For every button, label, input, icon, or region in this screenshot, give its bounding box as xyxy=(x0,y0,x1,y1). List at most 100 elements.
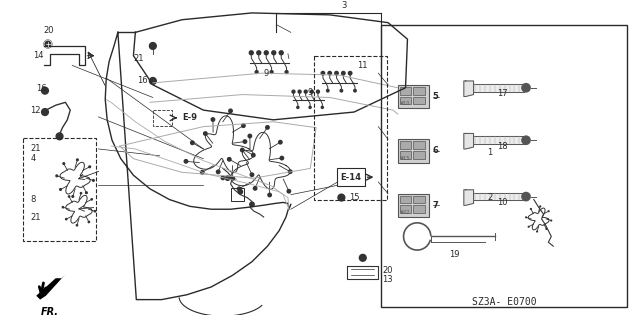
Circle shape xyxy=(61,206,65,209)
Text: 17: 17 xyxy=(497,89,508,99)
Circle shape xyxy=(225,175,230,181)
Circle shape xyxy=(85,191,88,194)
Circle shape xyxy=(65,218,68,220)
Circle shape xyxy=(303,89,308,94)
Circle shape xyxy=(268,193,272,197)
Text: 20: 20 xyxy=(382,266,393,275)
Bar xyxy=(400,97,412,104)
Bar xyxy=(381,25,627,308)
Text: 4: 4 xyxy=(30,154,36,163)
Bar xyxy=(413,97,425,104)
Bar xyxy=(413,196,425,204)
Bar xyxy=(413,141,425,149)
Circle shape xyxy=(203,131,208,136)
Text: #10: #10 xyxy=(400,101,410,106)
Circle shape xyxy=(76,224,78,226)
Circle shape xyxy=(321,106,324,109)
Circle shape xyxy=(228,108,233,113)
Circle shape xyxy=(220,175,225,180)
Circle shape xyxy=(525,216,527,219)
Circle shape xyxy=(308,106,312,109)
Circle shape xyxy=(211,117,215,122)
Circle shape xyxy=(42,109,49,115)
Text: E-14: E-14 xyxy=(340,173,362,182)
Circle shape xyxy=(88,221,90,223)
Circle shape xyxy=(93,210,97,212)
Text: 5: 5 xyxy=(433,92,438,101)
Circle shape xyxy=(321,71,325,76)
Text: 10: 10 xyxy=(497,198,508,207)
Circle shape xyxy=(248,50,254,56)
Circle shape xyxy=(265,125,270,130)
Circle shape xyxy=(298,89,302,94)
Bar xyxy=(153,110,172,126)
Circle shape xyxy=(278,140,283,145)
Text: 19: 19 xyxy=(449,250,460,259)
Polygon shape xyxy=(464,133,474,149)
Text: 16: 16 xyxy=(36,84,47,93)
Circle shape xyxy=(76,158,79,161)
Circle shape xyxy=(326,89,330,93)
Circle shape xyxy=(255,70,259,74)
Circle shape xyxy=(190,140,195,145)
Circle shape xyxy=(92,179,95,182)
Text: 2: 2 xyxy=(487,193,492,202)
Circle shape xyxy=(545,228,547,230)
Circle shape xyxy=(256,50,262,56)
Circle shape xyxy=(521,135,531,145)
Bar xyxy=(397,139,429,163)
Polygon shape xyxy=(474,84,524,92)
Circle shape xyxy=(287,189,291,194)
Polygon shape xyxy=(464,81,474,97)
Circle shape xyxy=(44,40,52,48)
Bar xyxy=(397,85,429,108)
Polygon shape xyxy=(464,190,474,205)
Circle shape xyxy=(548,210,550,212)
Text: 15: 15 xyxy=(349,193,360,202)
Circle shape xyxy=(527,226,530,228)
Bar xyxy=(413,205,425,213)
Polygon shape xyxy=(36,274,65,300)
Text: 18: 18 xyxy=(497,142,508,151)
Circle shape xyxy=(248,134,252,138)
Bar xyxy=(400,151,412,159)
Circle shape xyxy=(316,89,320,94)
Circle shape xyxy=(521,83,531,93)
Bar xyxy=(22,138,96,241)
Circle shape xyxy=(550,219,552,222)
Circle shape xyxy=(251,153,256,158)
Text: 8: 8 xyxy=(30,195,36,204)
Circle shape xyxy=(68,195,70,198)
Circle shape xyxy=(327,71,332,76)
Circle shape xyxy=(240,148,244,152)
Circle shape xyxy=(339,89,343,93)
Circle shape xyxy=(88,165,92,168)
Text: 7: 7 xyxy=(433,201,438,210)
Circle shape xyxy=(253,186,257,191)
Polygon shape xyxy=(474,193,524,200)
Circle shape xyxy=(338,194,345,201)
Circle shape xyxy=(227,157,232,162)
Circle shape xyxy=(249,202,255,207)
Circle shape xyxy=(71,195,74,198)
Text: 1: 1 xyxy=(487,148,492,157)
Text: FR.: FR. xyxy=(41,308,59,317)
Circle shape xyxy=(59,188,62,191)
Bar xyxy=(314,56,387,200)
Circle shape xyxy=(237,186,241,191)
Circle shape xyxy=(359,255,366,261)
Bar xyxy=(337,168,365,186)
Circle shape xyxy=(184,159,188,164)
Bar xyxy=(400,196,412,204)
Circle shape xyxy=(216,169,221,174)
Text: 6: 6 xyxy=(433,146,438,155)
Text: 9: 9 xyxy=(307,88,312,97)
Text: 21: 21 xyxy=(30,145,41,153)
Bar xyxy=(413,151,425,159)
Bar xyxy=(230,188,244,202)
Bar xyxy=(413,87,425,94)
Text: SZ3A- E0700: SZ3A- E0700 xyxy=(472,297,537,307)
Circle shape xyxy=(521,192,531,202)
Circle shape xyxy=(539,205,541,207)
Text: 11: 11 xyxy=(357,61,367,70)
